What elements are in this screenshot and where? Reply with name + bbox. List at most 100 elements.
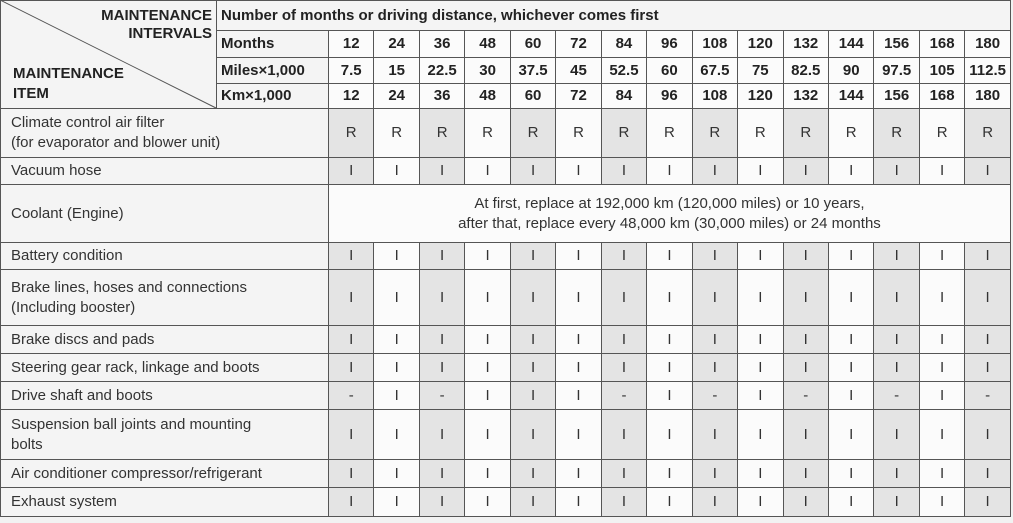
interval-action: I [555,242,602,270]
item-row: Brake lines, hoses and connections (Inclu… [0,269,1011,326]
interval-action: I [509,269,557,326]
text-line: MAINTENANCE [101,7,212,24]
scale-value: 97.5 [873,57,920,84]
scale-value: 30 [464,57,511,84]
interval-action: R [373,108,420,158]
interval-action: I [873,269,920,326]
interval-action: I [600,409,648,460]
interval-action: I [373,325,420,354]
interval-action: I [827,381,875,410]
interval-action: I [327,409,375,460]
interval-action: I [646,487,693,517]
interval-action: I [327,487,375,517]
interval-action: R [600,108,648,158]
interval-action: I [782,459,829,488]
interval-action: I [327,325,375,354]
scale-value: 84 [600,83,648,109]
interval-action: I [464,242,511,270]
scale-value: 60 [509,83,557,109]
interval-action: I [964,353,1011,382]
interval-action: I [964,409,1011,460]
interval-action: I [509,242,557,270]
interval-action: I [873,353,920,382]
scale-row: Km×1,000 12 24 36 48 60 72 84 96 108 120 132 144 156 1… [1,83,1011,109]
text-line: after that, replace every 48,000 km (30,… [458,214,881,232]
interval-action: I [509,157,557,185]
interval-action: I [873,487,920,517]
header-row: MAINTENANCE INTERVALS MAINTENANCE ITEM Numbe… [0,0,1011,109]
text-line: Air conditioner compressor/refrigerant [11,464,262,482]
interval-action: I [918,269,966,326]
interval-action: I [782,353,829,382]
interval-action: I [918,242,966,270]
item-name: Brake lines, hoses and connections (Inclu… [0,269,329,326]
interval-action: I [827,487,875,517]
interval-action: I [873,242,920,270]
interval-action: I [691,487,739,517]
interval-action: I [509,487,557,517]
item-name: Battery condition [0,242,329,270]
scale-value: 75 [737,57,784,84]
text-line: (Including booster) [11,298,136,316]
scale-value: 90 [827,57,875,84]
interval-action: - [873,381,920,410]
interval-action: I [918,381,966,410]
scale-value: 156 [873,83,920,109]
scale-value: 48 [464,83,511,109]
interval-action: I [646,353,693,382]
text-line: Battery condition [11,247,123,264]
item-row: Brake discs and pads I I I I I I I I I I I I I I I [0,325,1011,354]
scale-value: 168 [918,83,966,109]
item-name: Exhaust system [0,487,329,517]
caption: Number of months or driving distance, wh… [216,0,1011,31]
interval-action: R [737,108,784,158]
interval-action: I [918,157,966,185]
interval-action: I [646,269,693,326]
interval-action: I [509,381,557,410]
interval-action: I [737,459,784,488]
text-line: Vacuum hose [11,162,102,179]
interval-action: I [418,409,466,460]
interval-action: R [464,108,511,158]
item-name: Drive shaft and boots [0,381,329,410]
interval-action: I [373,409,420,460]
interval-action: I [782,487,829,517]
interval-action: I [737,409,784,460]
interval-action: I [418,353,466,382]
item-name: Coolant (Engine) [0,184,329,243]
interval-action: I [782,325,829,354]
interval-action: I [464,381,511,410]
interval-action: R [418,108,466,158]
interval-action: I [646,381,693,410]
interval-action: I [600,157,648,185]
interval-action: I [464,325,511,354]
interval-action: I [964,487,1011,517]
text-line: bolts [11,435,43,453]
interval-action: I [737,157,784,185]
interval-action: I [555,269,602,326]
interval-action: I [918,459,966,488]
interval-action: I [373,242,420,270]
scale-value: 120 [737,30,784,58]
interval-action: I [600,353,648,382]
item-row: Air conditioner compressor/refrigerant I I… [0,459,1011,488]
scale-value: 132 [782,83,829,109]
item-name: Air conditioner compressor/refrigerant [0,459,329,488]
interval-action: I [327,459,375,488]
interval-action: - [691,381,739,410]
interval-action: I [555,157,602,185]
interval-action: I [782,157,829,185]
interval-action: I [600,459,648,488]
item-row: Exhaust system I I I I I I I I I I I I I I I [0,487,1011,517]
scale-value: 67.5 [691,57,739,84]
scale-value: 36 [418,83,466,109]
scale-value: 36 [418,30,466,58]
scale-value: 120 [737,83,784,109]
text-line: ITEM [13,85,49,102]
interval-action: I [373,353,420,382]
scale-label: Km×1,000 [216,83,329,109]
item-row: Vacuum hose I I I I I I I I I I I I I I I [0,157,1011,185]
interval-action: I [737,353,784,382]
